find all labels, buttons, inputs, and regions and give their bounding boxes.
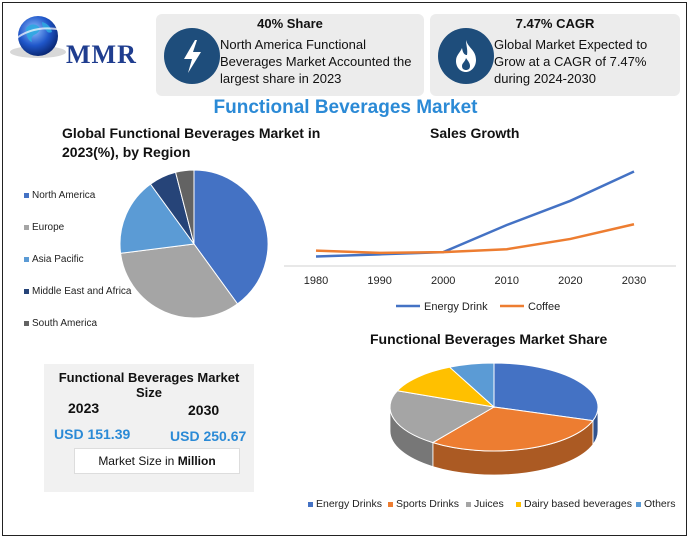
legend-swatch — [24, 321, 29, 326]
share-chart-title: Functional Beverages Market Share — [370, 331, 608, 347]
icon-circle — [164, 28, 220, 84]
unit-bold: Million — [177, 454, 216, 468]
legend-swatch — [24, 193, 29, 198]
market-size-box: Functional Beverages Market Size 2023 20… — [44, 364, 254, 492]
info-card-share: 40% Share North America Functional Bever… — [156, 14, 424, 96]
legend-item-juices: Juices — [466, 498, 504, 510]
pie-slice-europe — [120, 243, 239, 319]
main-title: Functional Beverages Market — [213, 97, 478, 118]
year-2030: 2030 — [188, 402, 220, 418]
sales-growth-line-chart: 1980 1990 2000 2010 2020 2030 Energy Drink Coff… — [284, 170, 676, 313]
series-line-energy-drink — [315, 170, 635, 258]
year-2023: 2023 — [68, 400, 100, 416]
icon-circle — [438, 28, 494, 84]
legend-label: Others — [644, 498, 676, 510]
line-chart-title: Sales Growth — [430, 125, 520, 141]
region-pie-chart — [119, 169, 269, 319]
info-card-body: North America Functional Beverages Marke… — [220, 37, 412, 86]
pie-slice-asia-pacific — [119, 183, 195, 254]
pie-slice-others — [448, 362, 495, 409]
x-tick-label: 1990 — [367, 275, 391, 287]
flame-icon — [456, 40, 476, 72]
legend-swatch — [388, 501, 393, 507]
legend-label: Sports Drinks — [396, 498, 460, 510]
info-card-cagr: 7.47% CAGR Global Market Expected to Gro… — [430, 14, 680, 96]
unit-label: Market Size in Million — [74, 448, 240, 474]
x-tick-label: 1980 — [304, 275, 328, 287]
value-2030: USD 250.67 — [170, 428, 247, 444]
pie-slice-juices — [389, 390, 496, 444]
series-line-coffee — [315, 223, 635, 255]
info-card-body: Global Market Expected to Grow at a CAGR… — [494, 37, 648, 86]
x-tick-label: 2030 — [622, 275, 646, 287]
brand-logo: MMR — [8, 10, 148, 70]
pie-slice-south-america — [174, 169, 195, 245]
market-size-title: Functional Beverages Market Size — [58, 370, 240, 400]
pie-slice-sports-drinks — [431, 406, 594, 452]
legend-item-energy-drinks: Energy Drinks — [308, 498, 382, 510]
legend-swatch — [24, 257, 29, 262]
legend-swatch — [516, 501, 521, 507]
legend-label: Juices — [474, 498, 504, 510]
market-share-pie-chart — [389, 362, 599, 476]
legend-swatch — [636, 501, 641, 507]
legend-item-dairy-based-beverages: Dairy based beverages — [516, 498, 632, 510]
legend-label: South America — [32, 318, 98, 329]
legend-label: Asia Pacific — [32, 254, 84, 265]
globe-icon — [10, 16, 66, 58]
x-tick-label: 2010 — [495, 275, 519, 287]
region-chart-title: Global Functional Beverages Market in 20… — [62, 125, 321, 160]
legend-label-coffee: Coffee — [528, 301, 560, 313]
legend-label: Europe — [32, 222, 65, 233]
lightning-icon — [184, 40, 201, 73]
info-card-title: 7.47% CAGR — [515, 16, 595, 31]
brand-name: MMR — [66, 40, 137, 69]
value-2023: USD 151.39 — [54, 426, 131, 442]
legend-label: Middle East and Africa — [32, 286, 132, 297]
legend-swatch — [308, 501, 313, 507]
legend-label: North America — [32, 190, 96, 201]
pie-slice-north-america — [193, 169, 269, 305]
legend-swatch — [24, 289, 29, 294]
legend-label: Energy Drinks — [316, 498, 382, 510]
legend-item-sports-drinks: Sports Drinks — [388, 498, 459, 510]
legend-label: Dairy based beverages — [524, 498, 632, 510]
legend-swatch — [466, 501, 471, 507]
x-tick-label: 2020 — [558, 275, 582, 287]
x-tick-label: 2000 — [431, 275, 455, 287]
legend-swatch — [24, 225, 29, 230]
pie-slice-dairy-based-beverages — [396, 366, 496, 408]
legend-label-energy-drink: Energy Drink — [424, 301, 488, 313]
unit-prefix: Market Size in — [98, 454, 175, 468]
legend-item-others: Others — [636, 498, 676, 510]
pie-slice-energy-drinks — [493, 362, 599, 422]
info-card-title: 40% Share — [257, 16, 323, 31]
